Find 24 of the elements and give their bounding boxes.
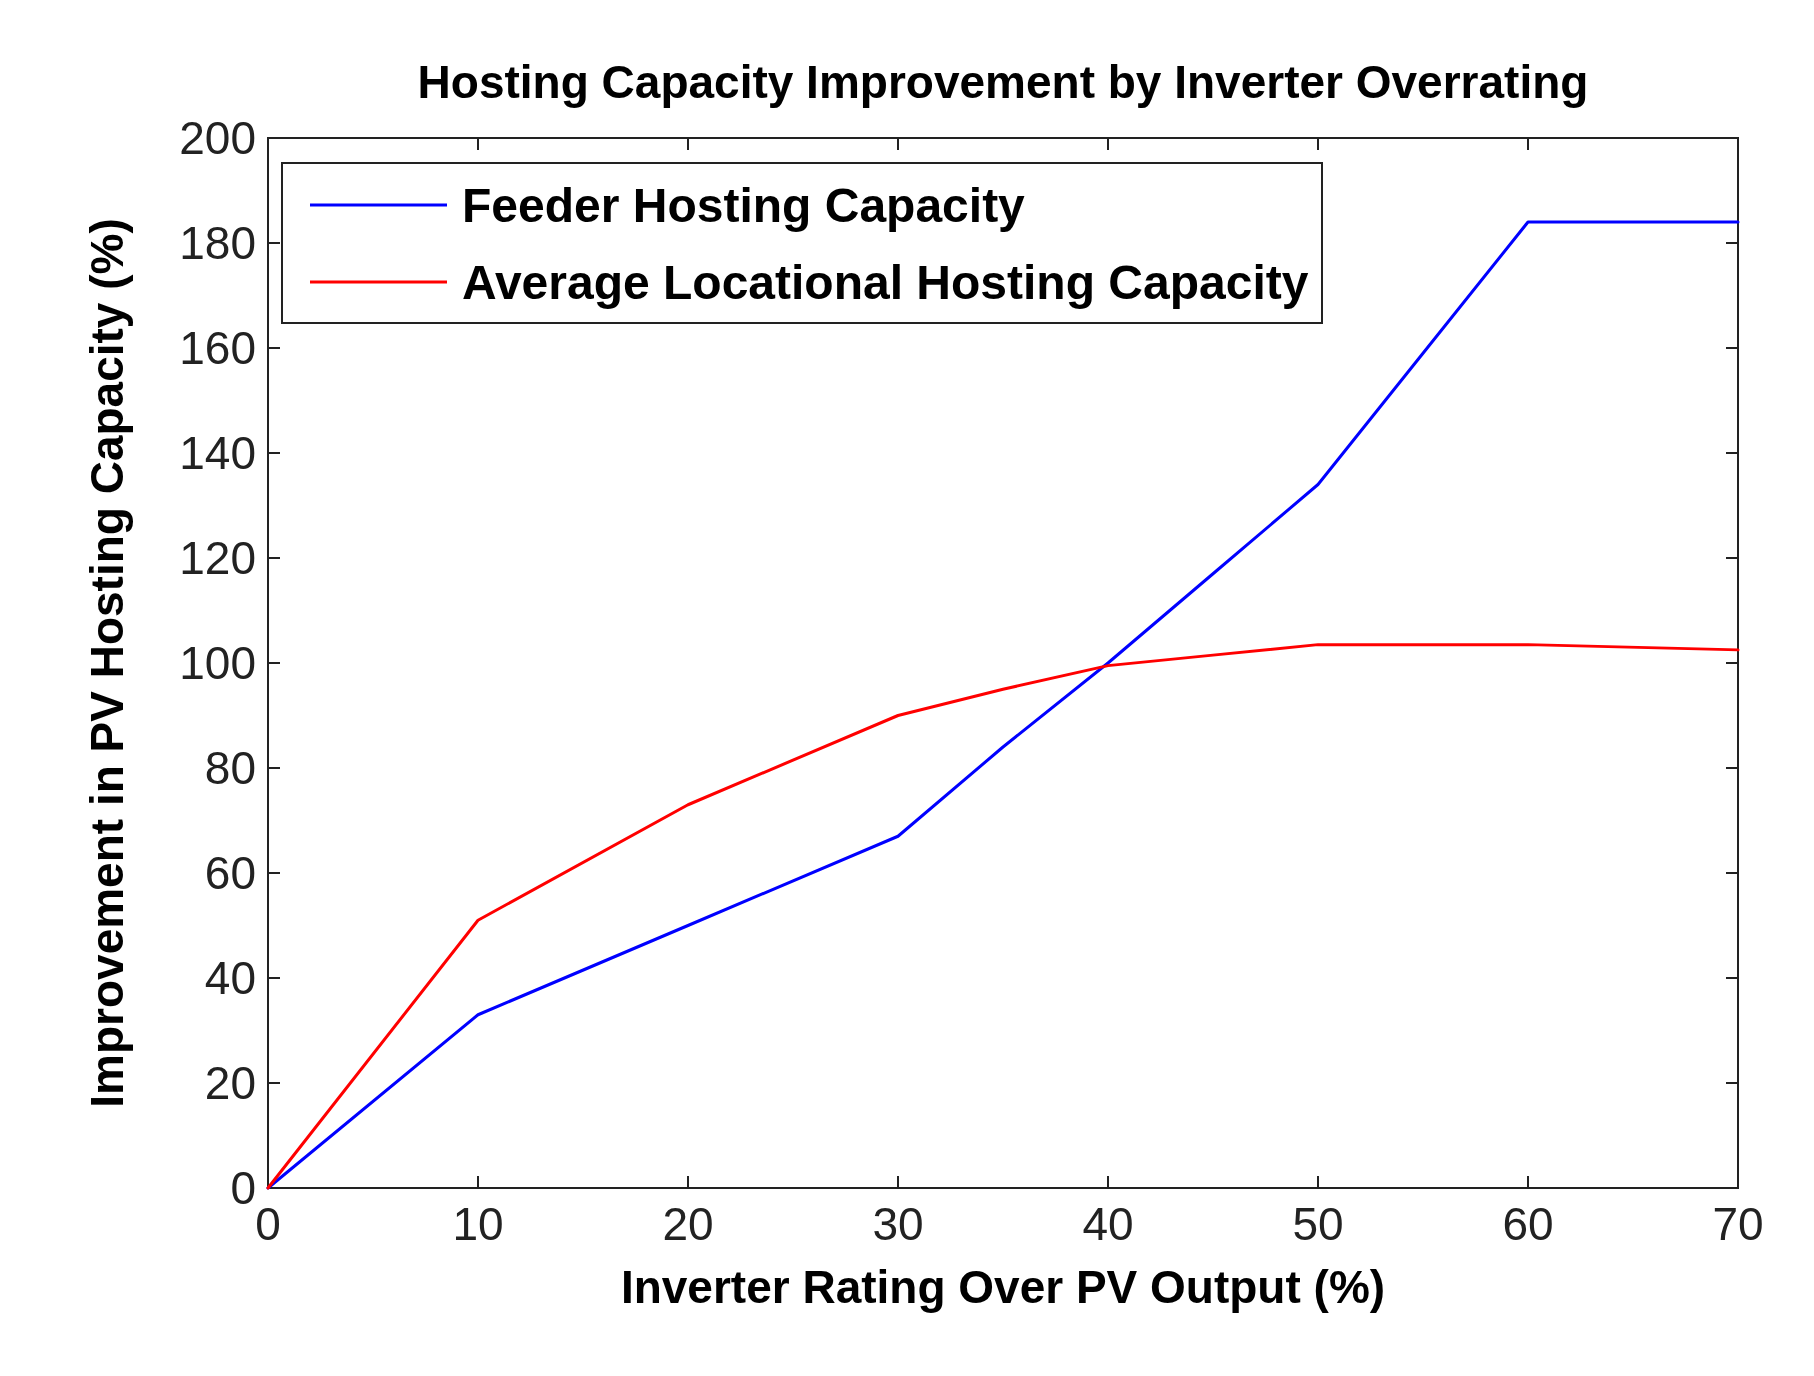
x-tick-label: 50 [1292,1198,1344,1250]
y-tick-label: 160 [179,322,256,375]
x-tick-label: 20 [662,1198,714,1250]
y-tick-label: 20 [204,1057,256,1110]
chart-title: Hosting Capacity Improvement by Inverter Overrating [417,56,1589,108]
line-series [266,643,1740,1190]
y-tick-label: 200 [179,112,256,165]
y-tick-label: 0 [230,1162,256,1215]
x-tick-label: 30 [872,1198,924,1250]
y-tick-label: 180 [179,217,256,270]
x-tick-label: 60 [1502,1198,1554,1250]
y-tick-label: 40 [204,952,256,1005]
x-tick-label: 10 [452,1198,504,1250]
y-tick-label: 120 [179,532,256,585]
y-axis-title: Improvement in PV Hosting Capacity (%) [81,218,133,1108]
y-tick-label: 100 [179,637,256,690]
legend-label: Average Locational Hosting Capacity [462,255,1309,309]
y-tick-label: 80 [204,742,256,795]
y-tick-label: 60 [204,847,256,900]
x-tick-label: 70 [1712,1198,1764,1250]
x-axis-title: Inverter Rating Over PV Output (%) [620,1261,1386,1313]
y-tick-label: 140 [179,427,256,480]
x-tick-label: 40 [1082,1198,1134,1250]
legend-label: Feeder Hosting Capacity [462,178,1026,232]
